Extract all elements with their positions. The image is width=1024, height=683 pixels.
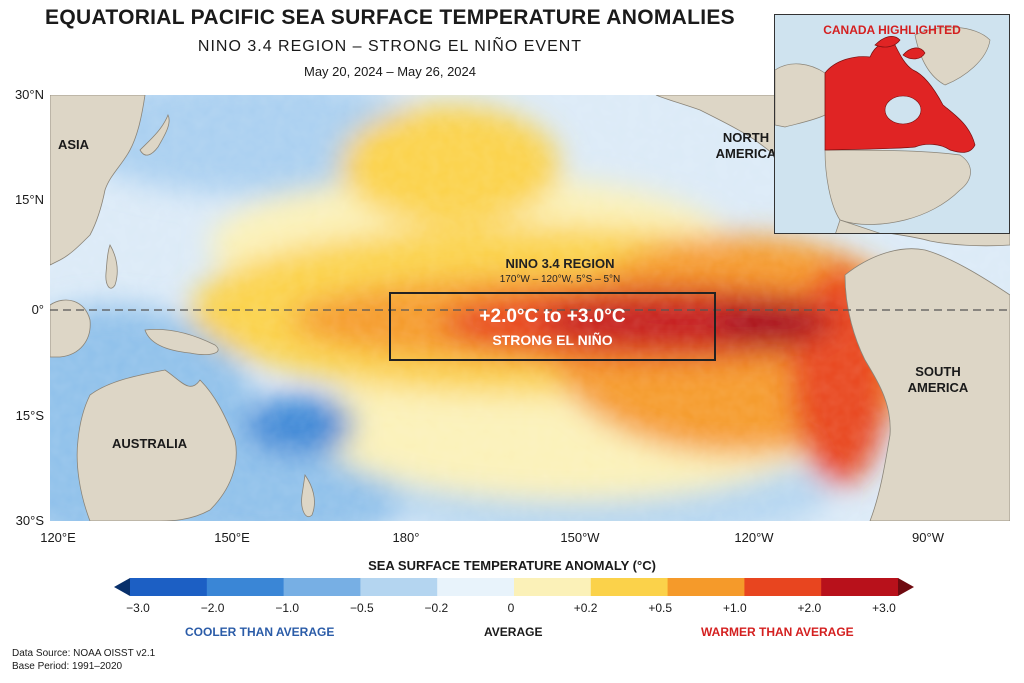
data-source-note: Data Source: NOAA OISST v2.1 Base Period… xyxy=(12,647,155,673)
nino-region-box xyxy=(389,292,716,361)
asia-landmass xyxy=(50,95,146,266)
color-scale-cell xyxy=(130,578,208,596)
warmer-label: WARMER THAN AVERAGE xyxy=(701,625,854,639)
color-scale-cell xyxy=(744,578,822,596)
inset-title: CANADA HIGHLIGHTED xyxy=(823,23,961,37)
new-zealand-landmass xyxy=(301,473,315,517)
lon-label-150e: 150°E xyxy=(214,530,250,545)
data-source: Data Source: NOAA OISST v2.1 xyxy=(12,648,156,659)
average-label: AVERAGE xyxy=(484,625,543,639)
color-scale-cell xyxy=(283,578,361,596)
color-scale-tick-label: +0.2 xyxy=(573,601,598,615)
cooler-label: COOLER THAN AVERAGE xyxy=(185,625,335,639)
usa-landmass xyxy=(824,149,971,225)
nino-anomaly-range: +2.0°C to +3.0°C xyxy=(479,306,626,327)
lon-label-150w: 150°W xyxy=(560,530,600,545)
alaska-landmass xyxy=(775,63,826,128)
lat-label-30s: 30°S xyxy=(15,513,44,528)
color-scale-tick-label: −1.0 xyxy=(275,601,300,615)
philippines-landmass xyxy=(105,244,118,289)
color-scale-tick-label: 0 xyxy=(507,601,515,615)
lon-label-180: 180° xyxy=(392,530,420,545)
color-scale-tick-label: +3.0 xyxy=(872,601,896,615)
borneo-landmass xyxy=(50,299,91,358)
australia-landmass xyxy=(76,369,237,521)
region-label-north-america: NORTH AMERICA xyxy=(715,130,777,161)
color-scale-tick-label: −0.5 xyxy=(349,601,374,615)
color-scale-cell xyxy=(590,578,669,596)
canada-inset-map: CANADA HIGHLIGHTED xyxy=(774,14,1010,234)
color-scale-cell xyxy=(821,578,899,596)
lat-label-15n: 15°N xyxy=(14,192,44,207)
color-scale-cell xyxy=(514,578,592,596)
lon-label-120e: 120°E xyxy=(40,530,76,545)
japan-landmass xyxy=(139,114,170,156)
color-scale-cell xyxy=(114,578,130,596)
nino-strength-label: STRONG EL NIÑO xyxy=(492,332,613,348)
lat-label-15s: 15°S xyxy=(15,408,44,423)
map-title: EQUATORIAL PACIFIC SEA SURFACE TEMPERATU… xyxy=(45,6,735,29)
legend-title: SEA SURFACE TEMPERATURE ANOMALY (°C) xyxy=(368,558,656,573)
color-scale-tick-label: +1.0 xyxy=(722,601,747,615)
color-scale-cell xyxy=(206,578,285,596)
south-america-landmass xyxy=(844,248,1010,521)
base-period: Base Period: 1991–2020 xyxy=(12,661,123,672)
nino-region-title: NINO 3.4 REGION xyxy=(505,256,615,271)
color-scale-tick-label: +0.5 xyxy=(648,601,673,615)
greenland-landmass xyxy=(914,26,991,86)
color-scale-tick-label: +2.0 xyxy=(797,601,822,615)
lon-label-90w: 90°W xyxy=(912,530,944,545)
new-guinea-landmass xyxy=(144,328,219,355)
lat-label-30n: 30°N xyxy=(14,87,44,102)
color-scale-cell xyxy=(667,578,745,596)
date-range: May 20, 2024 – May 26, 2024 xyxy=(303,64,476,79)
region-label-australia: AUSTRALIA xyxy=(112,436,188,451)
color-scale-tick-label: −0.2 xyxy=(424,601,449,615)
region-label-asia: ASIA xyxy=(58,137,90,152)
color-scale-tick-label: −2.0 xyxy=(200,601,225,615)
nino-region-coords: 170°W – 120°W, 5°S – 5°N xyxy=(499,274,621,285)
lat-label-equator: 0° xyxy=(31,302,44,317)
map-subtitle: NINO 3.4 REGION – STRONG EL NIÑO EVENT xyxy=(197,38,583,55)
color-scale-cell xyxy=(898,578,914,596)
color-scale-tick-label: −3.0 xyxy=(126,601,150,615)
color-scale-cell xyxy=(437,578,515,596)
color-scale-bar xyxy=(114,578,914,596)
region-label-south-america: SOUTH AMERICA xyxy=(907,364,969,395)
mexico-landmass xyxy=(835,219,881,233)
color-scale-cell xyxy=(360,578,438,596)
lon-label-120w: 120°W xyxy=(734,530,774,545)
